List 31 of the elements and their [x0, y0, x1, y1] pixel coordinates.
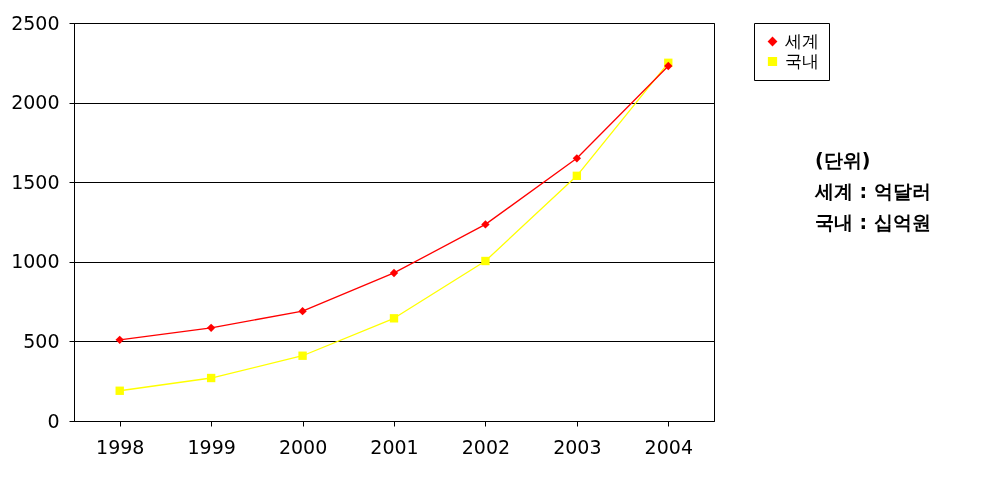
x-tick-label: 2003 — [553, 435, 602, 458]
y-tick-label: 2500 — [11, 11, 60, 34]
text: 세계 : 억달러 — [815, 179, 931, 204]
x-tick-label: 2004 — [644, 435, 693, 458]
y-tick-label: 500 — [23, 329, 60, 352]
legend-label: 국내 — [785, 50, 819, 71]
y-tick-label: 1000 — [11, 250, 60, 273]
point — [572, 171, 582, 181]
point — [389, 314, 399, 323]
y-tick-label: 0 — [47, 409, 60, 432]
x-tick-label: 2001 — [370, 435, 419, 458]
point — [389, 268, 399, 278]
y-tick-label: 2000 — [11, 91, 60, 114]
point — [298, 306, 307, 316]
x-tick-label: 2000 — [278, 435, 328, 458]
point — [298, 351, 307, 360]
x-tick-label: 2002 — [461, 435, 511, 458]
point — [481, 256, 490, 266]
text: (단위) — [815, 148, 872, 173]
legend-label: 세계 — [785, 30, 819, 51]
point — [206, 373, 216, 383]
point — [206, 323, 216, 333]
point — [572, 154, 582, 163]
point — [664, 61, 673, 71]
x-tick-label: 1998 — [96, 435, 145, 458]
y-tick-label: 1500 — [11, 170, 60, 193]
point — [115, 386, 124, 395]
text: 국내 : 십억원 — [815, 210, 931, 235]
point — [481, 220, 490, 229]
x-tick-label: 1999 — [187, 435, 236, 458]
point — [115, 335, 124, 344]
